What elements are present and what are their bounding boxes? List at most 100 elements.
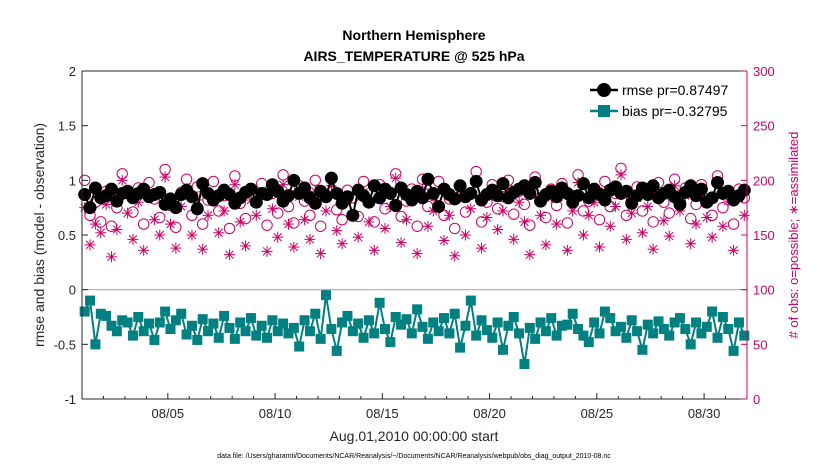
legend-bias-label: bias pr=-0.32795 [622,103,728,119]
assimilated-point [304,233,316,245]
assimilated-point [127,233,139,245]
assimilated-point [513,196,525,208]
assimilated-point [577,229,589,241]
bias-point [294,341,305,352]
bias-point [685,339,696,350]
rmse-point [298,181,312,195]
y-axis-right-label: # of obs: o=possible; ∗=assimilated [786,132,801,339]
bias-point [149,334,160,345]
possible-point [223,222,236,235]
bias-point [304,326,315,337]
assimilated-point [443,209,455,221]
bias-point [444,328,455,339]
assimilated-point [663,230,675,242]
assimilated-point [551,218,563,230]
rmse-point [244,182,258,196]
bias-point [197,314,208,325]
bias-point [267,315,278,326]
bias-point [337,317,348,328]
bias-point [186,320,197,331]
rmse-point [324,171,338,185]
bias-point [632,326,643,337]
bias-point [546,313,557,324]
rmse-point [196,177,210,191]
rmse-point [346,208,360,222]
assimilated-point [352,231,364,243]
assimilated-point [379,222,391,234]
bias-point [648,328,659,339]
bias-point [540,326,551,337]
bias-point [406,328,417,339]
rmse-point [448,192,462,206]
rmse-point [330,186,344,200]
bias-point [642,319,653,330]
legend-rmse-marker [597,83,611,97]
assimilated-point [164,218,176,230]
assimilated-point [647,243,659,255]
bias-point [154,317,165,328]
bias-point [567,308,578,319]
possible-point [561,217,574,229]
bias-point [117,315,128,326]
y-right-tick-label: 150 [753,228,775,243]
assimilated-point [89,218,101,230]
assimilated-point [701,212,713,224]
rmse-point [421,172,435,186]
bias-point [594,328,605,339]
bias-point [299,315,310,326]
bias-point [471,330,482,341]
rmse-point [464,186,478,200]
bias-point [283,328,294,339]
y-right-tick-label: 50 [753,337,767,352]
bias-point [342,310,353,321]
bias-point [417,321,428,332]
assimilated-point [690,218,702,230]
y-right-tick-label: 0 [753,392,760,407]
possible-point [449,222,461,235]
bias-point [455,342,466,353]
bias-point [363,315,374,326]
assimilated-point [197,243,209,255]
possible-point [196,218,209,230]
y-right-tick-label: 250 [753,119,775,134]
bias-point [170,315,181,326]
assimilated-point [535,209,547,221]
bias-point [723,324,734,335]
assimilated-point [561,244,573,256]
y-axis-left-label: rmse and bias (model - observation) [31,123,47,347]
bias-point [133,312,144,322]
bias-point [331,345,342,356]
assimilated-point [738,209,750,221]
assimilated-point [266,203,278,215]
assimilated-point [261,245,273,257]
possible-point [314,220,327,232]
assimilated-point [706,231,718,243]
bias-point [380,324,391,335]
bias-point [240,326,251,337]
legend-bias-marker [598,105,610,117]
bias-point [589,317,600,328]
rmse-point [571,189,585,203]
bias-point [599,306,610,317]
bias-point [535,317,546,328]
rmse-point [340,190,354,204]
assimilated-point [481,212,493,224]
rmse-point [153,185,167,199]
bias-point [669,317,680,328]
bias-point [556,320,567,331]
assimilated-point [594,241,606,253]
bias-point [615,321,626,332]
bias-point [396,319,407,330]
bias-point [203,326,214,337]
rmse-point [523,186,537,200]
bias-point [219,310,230,321]
bias-point [369,328,380,339]
bias-point [127,330,138,341]
bias-point [272,326,283,337]
bias-point [492,317,503,328]
assimilated-point [449,250,461,262]
rmse-point [528,176,542,190]
bias-point [578,330,589,341]
rmse-point [694,182,708,196]
assimilated-point [250,209,262,221]
